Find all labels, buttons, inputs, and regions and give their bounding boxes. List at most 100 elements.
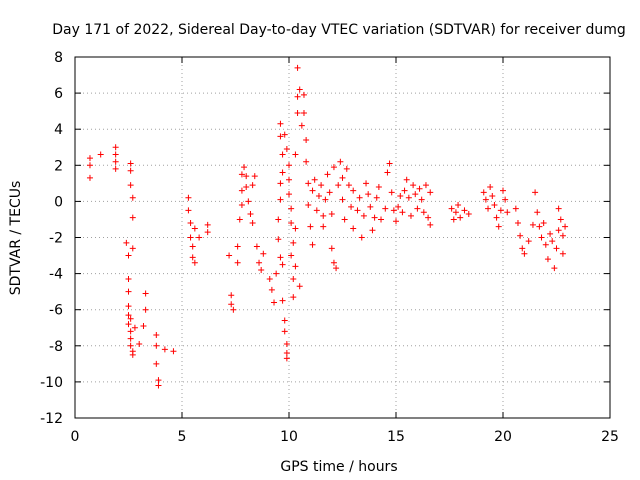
data-point xyxy=(339,174,346,181)
data-point xyxy=(234,259,241,266)
data-point xyxy=(557,216,564,223)
data-point xyxy=(238,171,245,178)
data-point xyxy=(288,252,295,259)
data-point xyxy=(305,202,312,209)
data-point xyxy=(502,196,509,203)
data-point xyxy=(153,360,160,367)
data-point xyxy=(127,315,134,322)
data-point xyxy=(427,221,434,228)
data-point xyxy=(452,209,459,216)
data-point xyxy=(247,211,254,218)
data-point xyxy=(356,194,363,201)
data-point xyxy=(170,348,177,355)
data-point xyxy=(369,227,376,234)
data-point xyxy=(155,377,162,384)
data-point xyxy=(407,212,414,219)
data-point xyxy=(281,317,288,324)
data-point xyxy=(397,192,404,199)
data-point xyxy=(559,232,566,239)
data-point xyxy=(303,137,310,144)
data-point xyxy=(354,207,361,214)
x-tick-labels: 0 5 10 15 20 25 xyxy=(71,429,619,445)
data-point xyxy=(294,109,301,116)
data-point xyxy=(129,245,136,252)
data-point xyxy=(283,350,290,357)
data-point xyxy=(226,252,233,259)
data-point xyxy=(399,209,406,216)
data-point xyxy=(286,176,292,183)
x-tick-label: 10 xyxy=(280,429,298,445)
data-point xyxy=(350,225,357,232)
x-tick-label: 5 xyxy=(178,429,187,445)
data-point xyxy=(393,218,399,225)
data-point xyxy=(418,196,425,203)
data-point xyxy=(196,234,203,241)
data-point xyxy=(538,234,545,241)
data-point xyxy=(125,288,132,295)
data-point xyxy=(388,189,395,196)
data-point xyxy=(260,250,267,257)
data-point xyxy=(562,223,569,230)
data-point xyxy=(300,91,307,98)
y-tick-label: 0 xyxy=(54,194,63,210)
data-point xyxy=(292,263,299,270)
data-point xyxy=(238,187,245,194)
data-point xyxy=(112,144,119,151)
data-point xyxy=(288,205,295,212)
data-point xyxy=(294,64,301,71)
data-point xyxy=(551,265,558,272)
data-point xyxy=(367,203,374,210)
data-point xyxy=(281,328,288,335)
data-point xyxy=(238,202,245,209)
x-tick-label: 0 xyxy=(71,429,80,445)
data-point xyxy=(341,216,348,223)
data-point xyxy=(234,243,241,250)
data-point xyxy=(86,155,93,162)
data-point xyxy=(86,162,93,169)
data-point xyxy=(324,171,331,178)
data-point xyxy=(425,214,432,221)
data-point xyxy=(485,205,492,212)
data-point xyxy=(328,211,335,218)
data-point xyxy=(493,214,500,221)
data-point xyxy=(127,182,134,189)
data-point xyxy=(277,196,284,203)
data-point xyxy=(131,324,138,331)
data-point xyxy=(448,205,455,212)
data-point xyxy=(309,187,316,194)
data-point xyxy=(187,220,194,227)
data-point xyxy=(373,194,380,201)
data-point xyxy=(249,182,256,189)
data-point xyxy=(256,259,263,266)
data-point xyxy=(125,312,132,319)
data-point xyxy=(390,207,397,214)
data-point xyxy=(258,266,265,273)
plot-frame xyxy=(74,56,611,419)
data-point xyxy=(540,220,547,227)
data-point xyxy=(230,306,237,313)
data-point xyxy=(461,207,468,214)
data-point xyxy=(384,169,391,176)
data-point xyxy=(277,254,284,261)
data-point xyxy=(414,205,421,212)
data-point xyxy=(358,234,365,241)
data-point xyxy=(326,189,333,196)
data-point xyxy=(512,205,519,212)
data-point xyxy=(187,234,194,241)
data-point xyxy=(500,187,506,194)
data-point xyxy=(489,192,496,199)
data-point xyxy=(283,340,290,347)
data-point xyxy=(112,158,119,165)
data-point xyxy=(382,205,389,212)
data-point xyxy=(86,174,93,181)
data-point xyxy=(204,229,211,236)
data-points xyxy=(86,64,569,389)
y-axis-label: SDTVAR / TECUs xyxy=(8,181,24,296)
data-point xyxy=(410,182,417,189)
data-point xyxy=(161,346,168,353)
data-point xyxy=(348,203,355,210)
data-point xyxy=(559,250,566,257)
data-point xyxy=(155,382,162,389)
data-point xyxy=(300,109,307,116)
data-point xyxy=(290,239,297,246)
